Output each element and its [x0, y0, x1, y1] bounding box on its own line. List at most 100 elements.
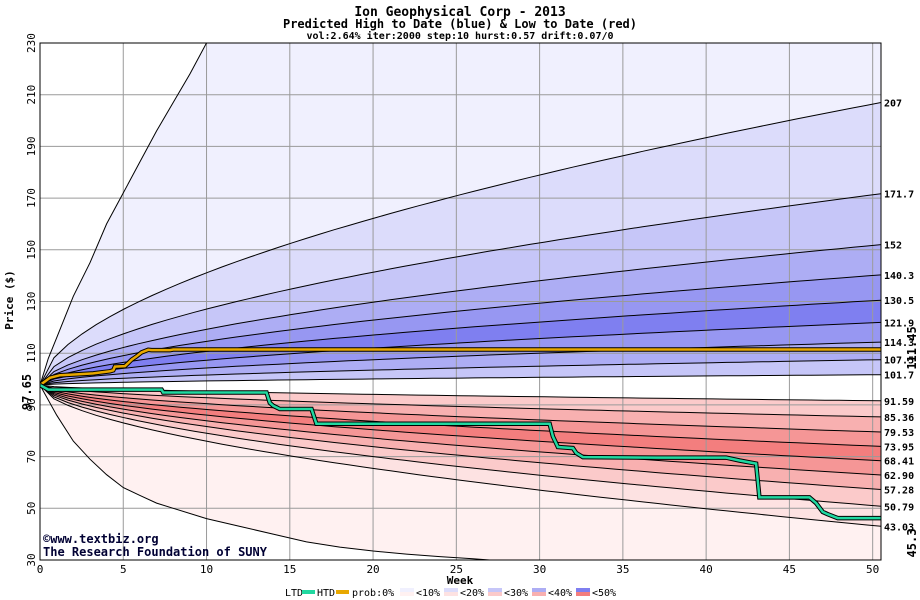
x-tick-0: 0	[37, 563, 44, 576]
band-end-label: 43.03	[884, 522, 914, 533]
band-line-11	[40, 384, 881, 433]
legend-swatch-low-1	[444, 592, 458, 596]
legend-swatch-high-0	[400, 588, 414, 592]
band-line-10	[40, 384, 881, 418]
htd-end-label: 111.45	[905, 326, 919, 369]
x-tick-50: 50	[866, 563, 879, 576]
band-line-13	[40, 384, 881, 462]
chart-subtitle: Predicted High to Date (blue) & Low to D…	[283, 17, 637, 31]
htd-line	[40, 348, 881, 387]
band-end-label: 85.36	[884, 413, 914, 424]
credit-url: ©www.textbiz.org	[43, 532, 159, 546]
ltd-end-label: 45.3	[905, 529, 919, 558]
band-line-8	[40, 374, 881, 386]
band-line-2	[40, 244, 881, 386]
band-end-label: 62.90	[884, 471, 914, 482]
band-end-label: 152	[884, 241, 902, 252]
y-tick-50: 50	[25, 502, 38, 515]
y-tick-130: 130	[25, 292, 38, 312]
grid-lines	[40, 43, 881, 560]
band-end-label: 140.3	[884, 271, 914, 282]
band-end-label: 101.7	[884, 371, 914, 382]
legend-htd-label: HTD	[317, 588, 335, 599]
band-end-label: 57.28	[884, 485, 914, 496]
start-price-label: 97.65	[20, 374, 34, 410]
chart-parameters: vol:2.64% iter:2000 step:10 hurst:0.57 d…	[306, 30, 613, 42]
credit-org: The Research Foundation of SUNY	[43, 545, 268, 559]
copyright-symbol: ©	[43, 532, 51, 546]
band-end-label: 114.3	[884, 338, 914, 349]
legend-prob-label: prob:0%	[352, 588, 394, 599]
band-end-label: 121.9	[884, 318, 914, 329]
y-tick-150: 150	[25, 240, 38, 260]
band-line-16	[40, 384, 881, 507]
band-line-12	[40, 384, 881, 447]
x-tick-45: 45	[783, 563, 796, 576]
x-tick-40: 40	[700, 563, 713, 576]
legend-bucket-1: <20%	[460, 588, 484, 599]
legend-swatch-high-4	[576, 588, 590, 592]
legend-ltd-label: LTD	[285, 588, 303, 599]
legend-ltd-swatch	[302, 590, 315, 594]
band-end-label: 207	[884, 98, 902, 109]
band-line-1	[40, 193, 881, 386]
band-line-17	[40, 384, 881, 527]
median-gap	[40, 374, 881, 401]
price-series	[40, 347, 881, 521]
y-axis-label: Price ($)	[3, 270, 16, 330]
legend: LTD HTD prob:0% <10% <20% <30% <40% <50%	[285, 588, 616, 599]
x-tick-15: 15	[283, 563, 296, 576]
band-end-label: 50.79	[884, 502, 914, 513]
x-tick-5: 5	[120, 563, 127, 576]
band-boundary-lines	[40, 43, 881, 560]
legend-bucket-3: <40%	[548, 588, 572, 599]
legend-swatch-high-2	[488, 588, 502, 592]
x-tick-30: 30	[533, 563, 546, 576]
x-tick-25: 25	[450, 563, 463, 576]
legend-bucket-0: <10%	[416, 588, 440, 599]
chart-title: Ion Geophysical Corp - 2013	[354, 5, 565, 20]
band-end-label: 171.7	[884, 190, 914, 201]
legend-bucket-4: <50%	[592, 588, 616, 599]
legend-swatch-low-4	[576, 592, 590, 596]
x-tick-35: 35	[616, 563, 629, 576]
outer-high-line	[40, 43, 207, 386]
y-tick-190: 190	[25, 136, 38, 156]
band-end-label: 130.5	[884, 296, 914, 307]
band-end-labels: 207 171.7 152 140.3 130.5 121.9 114.3 107.5 101.…	[884, 98, 914, 533]
legend-swatch-low-3	[532, 592, 546, 596]
band-end-label: 91.59	[884, 397, 914, 408]
legend-swatch-low-2	[488, 592, 502, 596]
outer-low-line	[40, 384, 490, 560]
credit-box: ©www.textbiz.org The Research Foundation…	[43, 532, 268, 559]
band-end-label: 73.95	[884, 442, 914, 453]
y-tick-210: 210	[25, 85, 38, 105]
y-tick-230: 230	[25, 33, 38, 53]
band-end-label: 68.41	[884, 457, 914, 468]
band-line-7	[40, 359, 881, 386]
y-tick-170: 170	[25, 188, 38, 208]
legend-bucket-2: <30%	[504, 588, 528, 599]
band-line-5	[40, 321, 881, 386]
y-axis-ticks: 30 50 70 90 110 130 150 170 190 210 230	[25, 33, 38, 567]
y-tick-70: 70	[25, 450, 38, 463]
band-line-6	[40, 341, 881, 386]
band-line-0	[40, 102, 881, 386]
plot-border	[39, 42, 882, 561]
band-line-4	[40, 299, 881, 386]
legend-swatch-high-1	[444, 588, 458, 592]
band-line-15	[40, 384, 881, 490]
band-end-label: 107.5	[884, 356, 914, 367]
x-axis-label: Week	[447, 574, 474, 587]
legend-swatch-high-3	[532, 588, 546, 592]
legend-htd-swatch	[336, 590, 349, 594]
credit-url-text: www.textbiz.org	[50, 532, 158, 546]
y-tick-90: 90	[25, 398, 38, 411]
band-line-14	[40, 384, 881, 476]
y-tick-110: 110	[25, 343, 38, 363]
band-line-3	[40, 274, 881, 386]
y-tick-30: 30	[25, 553, 38, 566]
x-tick-10: 10	[200, 563, 213, 576]
x-axis-ticks: 0 5 10 15 20 25 30 35 40 45 50	[37, 563, 880, 576]
